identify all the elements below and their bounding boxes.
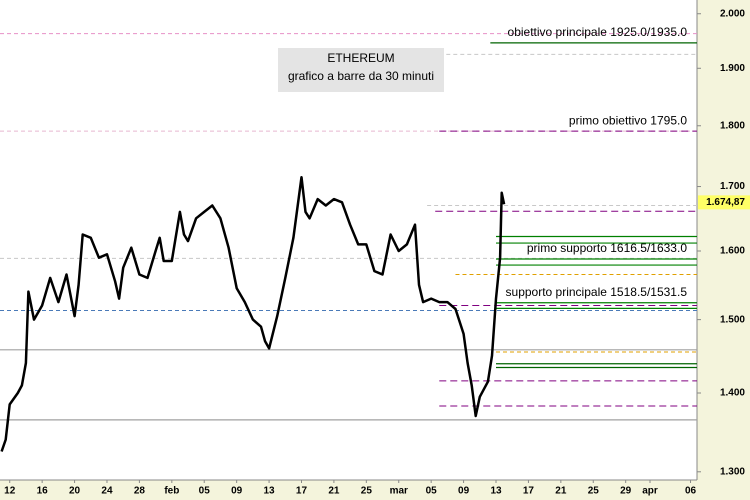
- x-tick-label: 28: [134, 486, 146, 497]
- x-tick-label: 24: [101, 486, 113, 497]
- x-tick-label: 13: [264, 486, 276, 497]
- level-label: primo supporto 1616.5/1633.0: [527, 241, 687, 255]
- y-tick-label: 1.700: [720, 181, 745, 192]
- x-tick-label: 25: [361, 486, 373, 497]
- y-tick-label: 1.400: [720, 388, 745, 399]
- y-tick-label: 1.900: [720, 63, 745, 74]
- x-tick-label: 13: [490, 486, 502, 497]
- y-axis-panel: [697, 0, 750, 500]
- y-tick-label: 1.500: [720, 314, 745, 325]
- x-tick-label: 05: [426, 486, 438, 497]
- x-tick-label: 12: [4, 486, 16, 497]
- x-tick-label: feb: [164, 486, 179, 497]
- x-tick-label: 21: [328, 486, 340, 497]
- price: [0, 175, 506, 452]
- x-tick-label: apr: [642, 486, 658, 497]
- x-tick-label: 29: [620, 486, 632, 497]
- level-label: primo obiettivo 1795.0: [569, 113, 687, 127]
- x-tick-label: 20: [69, 486, 81, 497]
- level-label: supporto principale 1518.5/1531.5: [506, 285, 688, 299]
- x-tick-label: 21: [555, 486, 567, 497]
- x-axis-panel: [0, 480, 697, 500]
- y-tick-label: 1.300: [720, 466, 745, 477]
- x-tick-label: 17: [523, 486, 535, 497]
- y-tick-label: 1.600: [720, 246, 745, 257]
- x-tick-label: 16: [37, 486, 49, 497]
- last-price-tag: [698, 195, 750, 210]
- x-tick-label: 09: [458, 486, 470, 497]
- x-tick-label: mar: [390, 486, 408, 497]
- chart-subtitle: grafico a barre da 30 minuti: [288, 69, 434, 83]
- x-tick-label: 06: [685, 486, 697, 497]
- title-box: [278, 48, 444, 92]
- x-tick-label: 09: [231, 486, 243, 497]
- last-price-label: 1.674,87: [706, 197, 745, 208]
- level-label: obiettivo principale 1925.0/1935.0: [508, 25, 688, 39]
- chart-title: ETHEREUM: [327, 51, 394, 65]
- price-line: [0, 175, 506, 452]
- y-tick-label: 2.000: [720, 8, 745, 19]
- x-tick-label: 25: [588, 486, 600, 497]
- y-tick-label: 1.800: [720, 120, 745, 131]
- levels: obiettivo principale 1925.0/1935.0 primo …: [0, 25, 697, 421]
- axes: 1.300 1.400 1.500 1.600 1.700 1.800 1.900 2.000…: [4, 8, 750, 497]
- x-tick-label: 17: [296, 486, 308, 497]
- x-tick-label: 05: [199, 486, 211, 497]
